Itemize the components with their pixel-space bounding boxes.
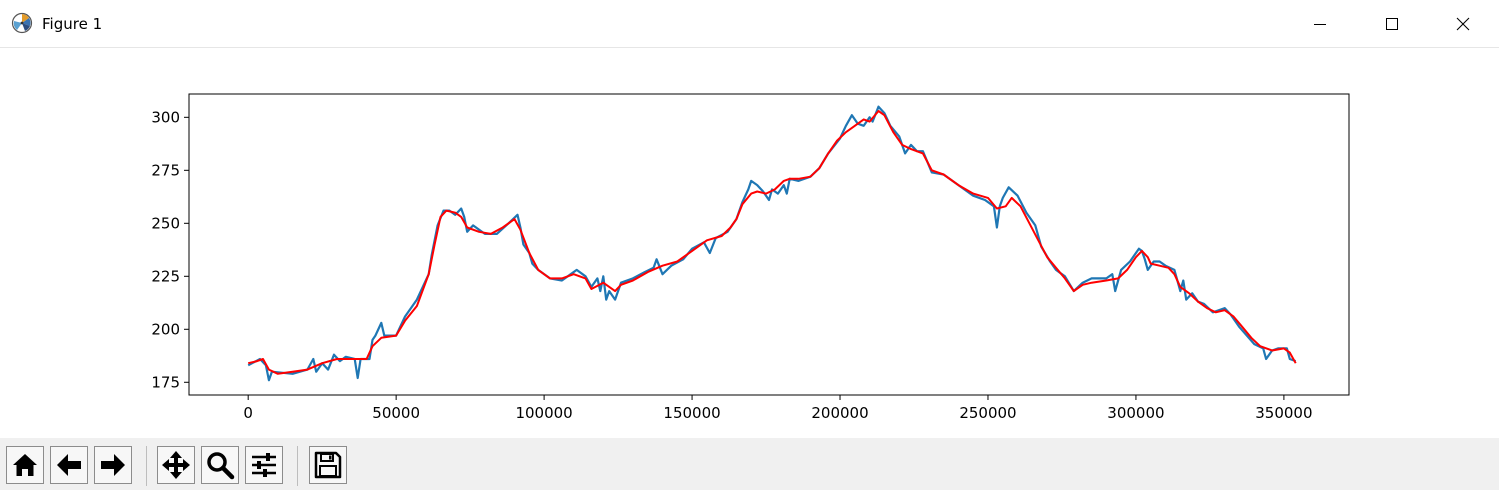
figure-canvas: 0 50000 100000 150000 200000 250000 300000 3500… (0, 48, 1499, 438)
x-tick-label: 300000 (1107, 404, 1164, 422)
close-button[interactable] (1427, 0, 1499, 48)
y-tick-label: 175 (151, 373, 180, 391)
close-icon (1456, 17, 1470, 31)
axes-frame (188, 93, 1350, 396)
line-chart: 0 50000 100000 150000 200000 250000 300000 3500… (151, 93, 1350, 422)
series-line-2 (247, 110, 1297, 375)
zoom-button[interactable] (201, 446, 239, 484)
y-tick-label: 300 (151, 108, 180, 126)
y-tick-label: 225 (151, 267, 180, 285)
arrow-right-icon (101, 454, 125, 476)
maximize-button[interactable] (1356, 0, 1428, 48)
floppy-icon (314, 451, 342, 479)
x-tick-label: 0 (243, 404, 253, 422)
y-tick-label: 200 (151, 320, 180, 338)
x-tick-label: 100000 (515, 404, 572, 422)
toolbar-separator (146, 446, 147, 486)
sliders-icon (252, 453, 276, 477)
window-titlebar: Figure 1 (0, 0, 1499, 48)
window-title: Figure 1 (42, 15, 103, 33)
magnifier-icon (207, 452, 235, 480)
series-line-1 (247, 105, 1297, 382)
y-tick-label: 275 (151, 161, 180, 179)
minimize-button[interactable] (1284, 0, 1356, 48)
move-icon (162, 451, 190, 479)
x-tick-label: 200000 (811, 404, 868, 422)
home-icon (13, 454, 37, 476)
toolbar-separator (297, 446, 298, 486)
pan-button[interactable] (157, 446, 195, 484)
x-tick-label: 150000 (663, 404, 720, 422)
x-tick-label: 50000 (372, 404, 420, 422)
x-tick-label: 250000 (959, 404, 1016, 422)
back-button[interactable] (50, 446, 88, 484)
x-tick-label: 350000 (1255, 404, 1312, 422)
matplotlib-logo-icon (11, 12, 33, 34)
save-button[interactable] (309, 446, 347, 484)
home-button[interactable] (6, 446, 44, 484)
forward-button[interactable] (94, 446, 132, 484)
minimize-icon (1314, 24, 1326, 25)
navigation-toolbar (0, 438, 1499, 490)
y-tick-label: 250 (151, 214, 180, 232)
configure-subplots-button[interactable] (245, 446, 283, 484)
maximize-icon (1386, 18, 1398, 30)
arrow-left-icon (57, 454, 81, 476)
